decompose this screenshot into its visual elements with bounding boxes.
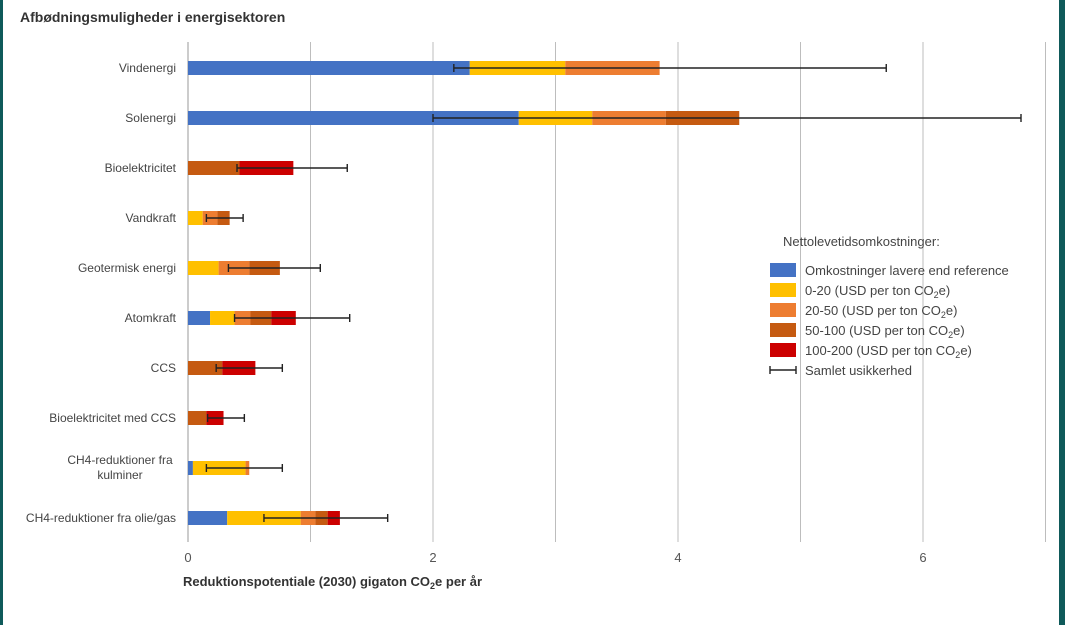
right-edge-strip [1059,0,1065,625]
error-bar [215,364,284,372]
error-bar-layer [205,64,1022,522]
category-label: Geotermisk energi [78,261,176,275]
error-bar [453,64,887,72]
bar-segment [210,311,235,325]
bar-segment [188,61,470,75]
legend-swatch [770,343,796,357]
error-bar [432,114,1022,122]
x-tick-labels: 0 2 4 6 [184,550,926,565]
bar-segment [188,311,211,325]
left-edge-strip [0,0,3,625]
x-tick-label: 4 [674,550,681,565]
error-bar [233,314,351,322]
bar-segment [188,261,219,275]
x-tick-label: 2 [429,550,436,565]
bar-segment [188,361,223,375]
x-axis-label: Reduktionspotentiale (2030) gigaton CO2e… [183,574,482,591]
legend-label: 0-20 (USD per ton CO2e) [805,283,950,300]
legend: Nettolevetidsomkostninger: Omkostninger … [769,234,1009,378]
legend-label: Samlet usikkerhed [805,363,912,378]
category-label: Solenergi [125,111,176,125]
grid-lines [187,42,1046,542]
category-label: CCS [151,361,176,375]
category-label: Vindenergi [119,61,176,75]
error-bar [206,414,246,422]
legend-item: 0-20 (USD per ton CO2e) [770,283,950,300]
legend-swatch [770,323,796,337]
bar-segment [188,111,519,125]
legend-item: 100-200 (USD per ton CO2e) [770,343,972,360]
category-labels: Vindenergi Solenergi Bioelektricitet Vandkr… [26,61,177,525]
category-label: Atomkraft [125,311,177,325]
bar-layer [188,61,740,525]
bar-segment [188,511,228,525]
error-bar [205,464,284,472]
category-label: Bioelektricitet med CCS [49,411,176,425]
x-tick-label: 0 [184,550,191,565]
legend-swatch [770,303,796,317]
error-bar [227,264,321,272]
legend-item: 20-50 (USD per ton CO2e) [770,303,957,320]
category-label: Bioelektricitet [105,161,177,175]
error-bar [263,514,389,522]
error-bar [205,214,244,222]
legend-item: 50-100 (USD per ton CO2e) [770,323,965,340]
chart-title: Afbødningsmuligheder i energisektoren [20,9,286,25]
legend-swatch [770,283,796,297]
error-bar [236,164,348,172]
legend-item: Omkostninger lavere end reference [770,263,1009,278]
legend-swatch [770,263,796,277]
category-label: Vandkraft [126,211,177,225]
legend-label: Omkostninger lavere end reference [805,263,1009,278]
legend-title: Nettolevetidsomkostninger: [783,234,940,249]
legend-item: Samlet usikkerhed [769,363,912,378]
legend-label: 20-50 (USD per ton CO2e) [805,303,957,320]
legend-label: 100-200 (USD per ton CO2e) [805,343,972,360]
bar-segment [188,461,193,475]
category-label: CH4-reduktioner fra kulminer [67,453,173,482]
bar-segment [188,211,203,225]
bar-segment [188,411,207,425]
bar-segment [188,161,240,175]
category-label: CH4-reduktioner fra olie/gas [26,511,176,525]
legend-label: 50-100 (USD per ton CO2e) [805,323,965,340]
x-tick-label: 6 [919,550,926,565]
